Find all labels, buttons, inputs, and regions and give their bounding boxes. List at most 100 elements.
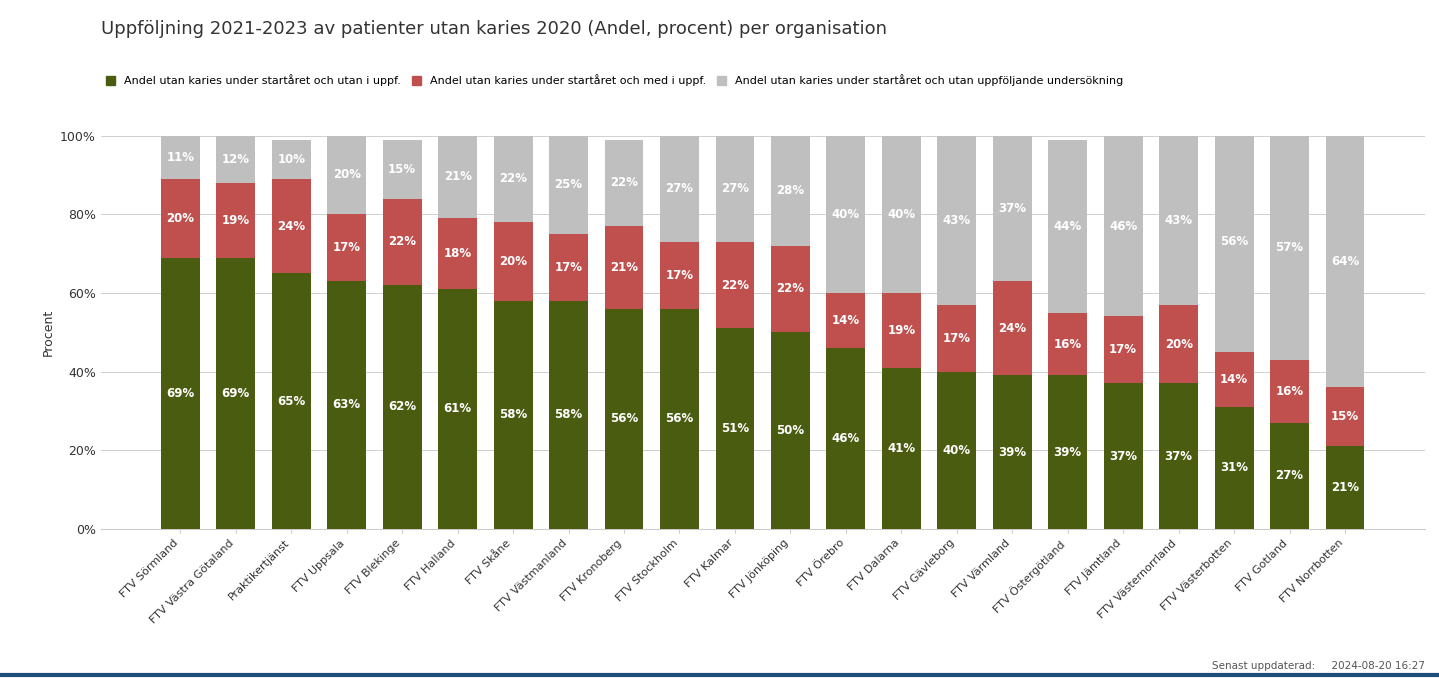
Bar — [882, 293, 921, 367]
Bar — [1271, 360, 1309, 422]
Bar — [715, 136, 754, 242]
Bar — [161, 258, 200, 529]
Bar — [1048, 376, 1086, 529]
Bar — [1271, 136, 1309, 360]
Text: 57%: 57% — [1275, 241, 1304, 254]
Text: 43%: 43% — [1164, 214, 1193, 226]
Bar — [604, 226, 643, 308]
Bar — [661, 136, 699, 242]
Text: 17%: 17% — [665, 268, 694, 281]
Text: 28%: 28% — [776, 184, 804, 197]
Text: 61%: 61% — [443, 403, 472, 416]
Bar — [494, 301, 532, 529]
Bar — [494, 136, 532, 222]
Bar — [550, 301, 589, 529]
Text: 20%: 20% — [332, 168, 361, 182]
Legend: Andel utan karies under startåret och utan i uppf., Andel utan karies under star: Andel utan karies under startåret och ut… — [106, 75, 1124, 86]
Bar — [1325, 387, 1364, 446]
Text: 56%: 56% — [610, 412, 637, 425]
Text: 65%: 65% — [278, 395, 305, 407]
Bar — [1104, 383, 1143, 529]
Bar — [327, 281, 366, 529]
Bar — [383, 140, 422, 199]
Bar — [604, 308, 643, 529]
Bar — [272, 179, 311, 273]
Text: 17%: 17% — [1109, 344, 1137, 357]
Text: 21%: 21% — [443, 170, 472, 183]
Text: 69%: 69% — [222, 386, 250, 399]
Text: 14%: 14% — [1220, 373, 1248, 386]
Bar — [327, 136, 366, 214]
Bar — [771, 245, 810, 332]
Text: 16%: 16% — [1053, 338, 1082, 351]
Bar — [771, 332, 810, 529]
Text: 14%: 14% — [832, 314, 861, 327]
Y-axis label: Procent: Procent — [42, 308, 55, 356]
Text: 21%: 21% — [1331, 481, 1358, 494]
Bar — [1104, 136, 1143, 317]
Bar — [1215, 132, 1253, 352]
Bar — [993, 281, 1032, 376]
Bar — [1160, 304, 1199, 383]
Text: 24%: 24% — [999, 322, 1026, 335]
Bar — [1160, 136, 1199, 304]
Bar — [272, 273, 311, 529]
Text: 15%: 15% — [1331, 410, 1358, 423]
Text: 31%: 31% — [1220, 462, 1248, 475]
Bar — [494, 222, 532, 301]
Bar — [1271, 422, 1309, 529]
Text: 22%: 22% — [721, 279, 748, 292]
Text: 37%: 37% — [1109, 450, 1137, 462]
Bar — [937, 304, 976, 372]
Text: 20%: 20% — [167, 212, 194, 224]
Bar — [993, 136, 1032, 281]
Bar — [937, 136, 976, 304]
Bar — [882, 367, 921, 529]
Bar — [550, 234, 589, 301]
Text: 22%: 22% — [777, 283, 804, 296]
Bar — [439, 136, 478, 218]
Bar — [1325, 136, 1364, 387]
Text: 58%: 58% — [499, 408, 527, 421]
Text: 44%: 44% — [1053, 220, 1082, 233]
Text: 64%: 64% — [1331, 255, 1360, 268]
Bar — [383, 285, 422, 529]
Text: 39%: 39% — [999, 445, 1026, 458]
Bar — [216, 136, 255, 183]
Bar — [383, 199, 422, 285]
Text: 51%: 51% — [721, 422, 750, 435]
Text: 37%: 37% — [999, 202, 1026, 215]
Bar — [550, 136, 589, 234]
Text: 69%: 69% — [165, 386, 194, 399]
Text: 25%: 25% — [554, 178, 583, 191]
Text: 46%: 46% — [832, 432, 861, 445]
Bar — [826, 293, 865, 348]
Text: 56%: 56% — [665, 412, 694, 425]
Text: 27%: 27% — [665, 182, 694, 195]
Bar — [327, 214, 366, 281]
Bar — [1048, 313, 1086, 376]
Bar — [826, 136, 865, 293]
Bar — [715, 328, 754, 529]
Bar — [439, 289, 478, 529]
Text: 20%: 20% — [499, 255, 527, 268]
Text: 12%: 12% — [222, 153, 250, 165]
Bar — [993, 376, 1032, 529]
Bar — [161, 179, 200, 258]
Text: 58%: 58% — [554, 408, 583, 421]
Text: 16%: 16% — [1275, 384, 1304, 398]
Bar — [1325, 446, 1364, 529]
Text: 19%: 19% — [222, 214, 250, 226]
Text: 62%: 62% — [389, 401, 416, 414]
Text: Senast uppdaterad:     2024-08-20 16:27: Senast uppdaterad: 2024-08-20 16:27 — [1212, 661, 1425, 671]
Bar — [161, 136, 200, 179]
Text: 22%: 22% — [610, 176, 637, 189]
Text: 17%: 17% — [332, 241, 361, 254]
Text: 11%: 11% — [167, 151, 194, 163]
Text: 63%: 63% — [332, 399, 361, 412]
Text: 27%: 27% — [721, 182, 748, 195]
Bar — [439, 218, 478, 289]
Text: 22%: 22% — [389, 235, 416, 248]
Text: 39%: 39% — [1053, 445, 1082, 458]
Text: Uppföljning 2021-2023 av patienter utan karies 2020 (Andel, procent) per organis: Uppföljning 2021-2023 av patienter utan … — [101, 20, 886, 39]
